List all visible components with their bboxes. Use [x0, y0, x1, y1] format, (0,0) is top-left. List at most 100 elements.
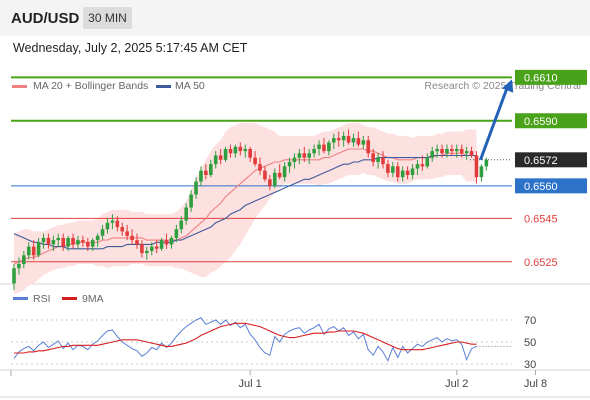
candle-body — [277, 172, 282, 178]
candle-body — [459, 148, 464, 154]
candle-body — [233, 146, 238, 154]
candle-body — [479, 166, 484, 178]
candle-body — [307, 153, 311, 158]
candle-body — [430, 151, 434, 158]
candle-body — [287, 161, 292, 167]
candle-body — [361, 140, 366, 145]
candle-body — [366, 140, 371, 154]
candle-body — [263, 170, 267, 180]
last-price-badge — [515, 152, 587, 168]
rsi-tick-label: 30 — [524, 359, 536, 371]
time-axis-label: Jul 8 — [524, 378, 547, 390]
candle-body — [149, 246, 154, 251]
candle-body — [174, 229, 179, 238]
candle-body — [381, 157, 385, 165]
time-axis-label: Jul 2 — [445, 378, 468, 390]
candle-body — [223, 148, 228, 160]
support-level-label: 0.6545 — [524, 213, 558, 225]
candle-body — [391, 166, 395, 173]
candle-body — [95, 235, 100, 241]
candle-body — [100, 229, 105, 236]
rsi-tick-label: 50 — [524, 337, 536, 349]
candle-body — [179, 220, 184, 230]
ma20-legend-swatch — [12, 85, 27, 88]
candle-body — [213, 155, 218, 165]
candle-body — [356, 138, 361, 145]
candle-body — [228, 148, 233, 154]
time-axis-label: Jul 1 — [239, 378, 262, 390]
candle-body — [410, 168, 415, 175]
candle-body — [435, 148, 439, 152]
candle-body — [474, 155, 479, 178]
candle-body — [169, 237, 174, 245]
candle-body — [145, 250, 149, 254]
ma50-legend-label: MA 50 — [175, 80, 205, 92]
candle-body — [66, 237, 70, 247]
candle-body — [17, 263, 21, 269]
candle-body — [253, 157, 257, 165]
datetime-label: Wednesday, July 2, 2025 5:17:45 AM CET — [13, 41, 248, 55]
candle-body — [302, 153, 307, 158]
candle-body — [455, 148, 459, 152]
candle-body — [450, 148, 454, 152]
candle-body — [400, 170, 405, 178]
candle-body — [386, 164, 390, 173]
candle-body — [115, 220, 120, 228]
candle-body — [282, 166, 287, 178]
candle-body — [268, 179, 272, 186]
candle-body — [292, 157, 297, 162]
candle-body — [154, 246, 159, 249]
candle-body — [199, 170, 203, 182]
candle-body — [71, 237, 75, 245]
candle-body — [22, 255, 26, 264]
candle-body — [130, 235, 134, 241]
candle-body — [440, 148, 444, 154]
last-price-label: 0.6572 — [524, 155, 558, 167]
candle-body — [405, 170, 410, 175]
candle-body — [332, 138, 336, 143]
rsi-line — [13, 317, 477, 362]
projection-arrow-shaft — [479, 84, 510, 161]
candle-body — [41, 237, 46, 243]
ma20-legend-label: MA 20 + Bollinger Bands — [33, 80, 149, 92]
candle-body — [297, 153, 302, 158]
target-level-badge — [515, 69, 587, 85]
candle-body — [425, 157, 430, 167]
candle-body — [243, 148, 248, 152]
candle-body — [56, 237, 61, 241]
candle-body — [238, 146, 243, 152]
candle-body — [110, 220, 115, 223]
candle-body — [272, 172, 277, 186]
candle-body — [469, 151, 474, 156]
candle-body — [51, 240, 56, 245]
candle-body — [140, 244, 144, 254]
candle-body — [36, 242, 41, 256]
candle-body — [464, 151, 469, 154]
candle-body — [327, 142, 331, 152]
candle-body — [346, 135, 351, 143]
candle-body — [125, 231, 129, 236]
ma50-line — [13, 154, 477, 250]
candle-body — [209, 164, 213, 175]
rsi-ma-legend-swatch — [62, 297, 77, 300]
rsi-tick-label: 70 — [524, 315, 536, 327]
bollinger-band — [14, 122, 477, 295]
candle-body — [376, 157, 380, 162]
candle-body — [248, 148, 252, 158]
candle-body — [164, 240, 169, 245]
candle-body — [322, 144, 326, 152]
candle-body — [81, 240, 85, 243]
timeframe-badge[interactable]: 30 MIN — [83, 7, 132, 29]
target-level-badge — [515, 113, 587, 129]
candle-body — [86, 242, 90, 247]
pivot-level-label: 0.6560 — [524, 181, 558, 193]
candle-body — [135, 240, 139, 245]
candle-body — [204, 170, 208, 175]
candle-body — [159, 240, 164, 249]
candle-body — [484, 159, 489, 167]
rsi-legend-label: RSI — [33, 293, 51, 305]
candle-body — [90, 240, 95, 247]
candle-body — [395, 166, 400, 178]
